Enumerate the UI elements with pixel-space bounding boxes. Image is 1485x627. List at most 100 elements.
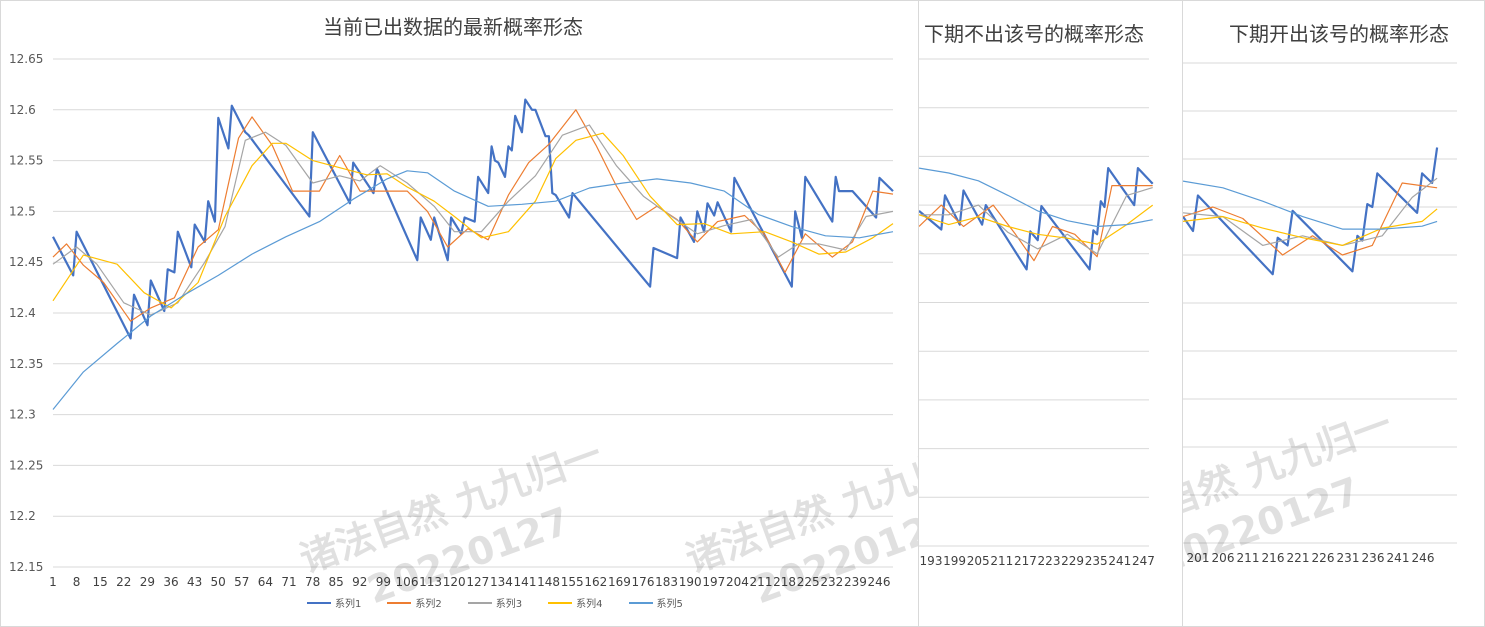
- x-tick-label: 155: [561, 575, 584, 589]
- main-chart-panel: 12.65 12.6 12.55 12.5 12.45 12.4 12.35 12.3 12.2…: [0, 0, 919, 627]
- x-tick-label: 221: [1287, 551, 1310, 565]
- x-tick-label: 216: [1262, 551, 1285, 565]
- legend-label: 系列2: [415, 599, 442, 610]
- x-tick-label: 134: [490, 575, 513, 589]
- x-tick-label: 106: [396, 575, 419, 589]
- x-tick-label: 71: [281, 575, 296, 589]
- x-tick-label: 127: [466, 575, 489, 589]
- x-tick-label: 99: [376, 575, 391, 589]
- legend-label: 系列4: [576, 599, 603, 610]
- x-tick-label: 201: [1187, 551, 1210, 565]
- series-line-1: [1183, 147, 1439, 276]
- x-tick-label: 223: [1038, 554, 1061, 568]
- main-chart-title: 当前已出数据的最新概率形态: [323, 15, 583, 39]
- legend-swatch: [548, 601, 573, 604]
- x-tick-label: 206: [1212, 551, 1235, 565]
- x-tick-label: 29: [140, 575, 155, 589]
- x-tick-label: 235: [1085, 554, 1108, 568]
- chart-legend: 系列1 系列2 系列3 系列4 系列5: [307, 595, 683, 610]
- series-line-1: [52, 98, 894, 340]
- series-line-5: [1183, 180, 1438, 230]
- legend-label: 系列5: [656, 599, 683, 610]
- legend-swatch: [628, 601, 653, 604]
- x-tick-label: 246: [868, 575, 891, 589]
- legend-item: 系列3: [467, 595, 523, 610]
- x-tick-label: 241: [1387, 551, 1410, 565]
- no-draw-chart-title: 下期不出该号的概率形态: [924, 22, 1144, 46]
- x-tick-label: 239: [844, 575, 867, 589]
- x-tick-label: 217: [1014, 554, 1037, 568]
- series-line-2: [52, 109, 894, 322]
- x-tick-label: 246: [1412, 551, 1435, 565]
- x-tick-label: 247: [1132, 554, 1155, 568]
- series-line-3: [919, 187, 1153, 255]
- x-tick-label: 176: [632, 575, 655, 589]
- legend-item: 系列1: [307, 595, 361, 610]
- x-tick-label: 241: [1108, 554, 1131, 568]
- y-tick-label: 12.6: [9, 103, 36, 117]
- x-tick-label: 169: [608, 575, 631, 589]
- series-line-2: [919, 185, 1153, 262]
- x-tick-label: 211: [750, 575, 773, 589]
- x-tick-label: 236: [1362, 551, 1385, 565]
- x-tick-label: 8: [73, 575, 81, 589]
- x-tick-label: 92: [352, 575, 367, 589]
- draw-chart-panel: 201 206 211 216 221 226 231 236 241 246 下期开出该号的概率…: [1182, 0, 1485, 627]
- series-line-2: [1183, 182, 1438, 256]
- y-tick-label: 12.25: [9, 458, 43, 472]
- x-tick-label: 148: [537, 575, 560, 589]
- y-tick-label: 12.15: [9, 560, 43, 574]
- x-tick-label: 229: [1061, 554, 1084, 568]
- series-line-4: [1183, 208, 1438, 246]
- x-tick-label: 205: [967, 554, 990, 568]
- y-tick-label: 12.35: [9, 357, 43, 371]
- legend-item: 系列5: [628, 595, 683, 610]
- x-tick-label: 193: [920, 554, 943, 568]
- y-tick-label: 12.5: [9, 204, 36, 218]
- x-tick-label: 162: [584, 575, 607, 589]
- x-tick-label: 199: [943, 554, 966, 568]
- x-tick-label: 64: [258, 575, 273, 589]
- x-tick-label: 43: [187, 575, 202, 589]
- series-line-4: [919, 204, 1154, 245]
- series-line-3: [1183, 177, 1438, 246]
- x-tick-label: 85: [329, 575, 344, 589]
- no-draw-chart-panel: 193 199 205 211 217 223 229 235 241 247 下期不出该号的概率…: [918, 0, 1183, 627]
- no-draw-chart-plot: 193 199 205 211 217 223 229 235 241 247: [919, 58, 1155, 568]
- y-tick-label: 12.45: [9, 255, 43, 269]
- y-tick-label: 12.65: [9, 52, 43, 66]
- series-line-1: [919, 167, 1154, 271]
- x-tick-label: 232: [820, 575, 843, 589]
- legend-item: 系列2: [387, 595, 442, 610]
- series-line-5: [919, 167, 1153, 228]
- x-tick-label: 141: [514, 575, 537, 589]
- x-tick-label: 183: [655, 575, 678, 589]
- x-tick-label: 190: [679, 575, 702, 589]
- x-tick-label: 22: [116, 575, 131, 589]
- legend-swatch: [307, 601, 331, 604]
- x-tick-label: 1: [49, 575, 57, 589]
- legend-swatch: [387, 601, 412, 604]
- legend-label: 系列3: [495, 599, 523, 610]
- legend-item: 系列4: [548, 595, 603, 610]
- y-tick-label: 12.2: [9, 509, 36, 523]
- x-tick-label: 78: [305, 575, 320, 589]
- x-tick-label: 226: [1312, 551, 1335, 565]
- x-tick-label: 211: [1237, 551, 1260, 565]
- series-line-5: [52, 170, 894, 410]
- main-chart-plot: 12.65 12.6 12.55 12.5 12.45 12.4 12.35 12.3 12.2…: [9, 52, 894, 589]
- legend-swatch: [467, 601, 492, 604]
- x-tick-label: 211: [990, 554, 1013, 568]
- draw-chart-title: 下期开出该号的概率形态: [1229, 22, 1449, 46]
- draw-chart-plot: 201 206 211 216 221 226 231 236 241 246: [1183, 62, 1457, 565]
- x-tick-label: 50: [211, 575, 226, 589]
- y-tick-label: 12.55: [9, 154, 43, 168]
- x-tick-label: 231: [1337, 551, 1360, 565]
- x-tick-label: 204: [726, 575, 749, 589]
- x-tick-label: 225: [797, 575, 820, 589]
- x-tick-label: 218: [773, 575, 796, 589]
- x-tick-label: 15: [93, 575, 108, 589]
- x-tick-label: 120: [443, 575, 466, 589]
- x-tick-label: 197: [702, 575, 725, 589]
- y-tick-label: 12.3: [9, 408, 36, 422]
